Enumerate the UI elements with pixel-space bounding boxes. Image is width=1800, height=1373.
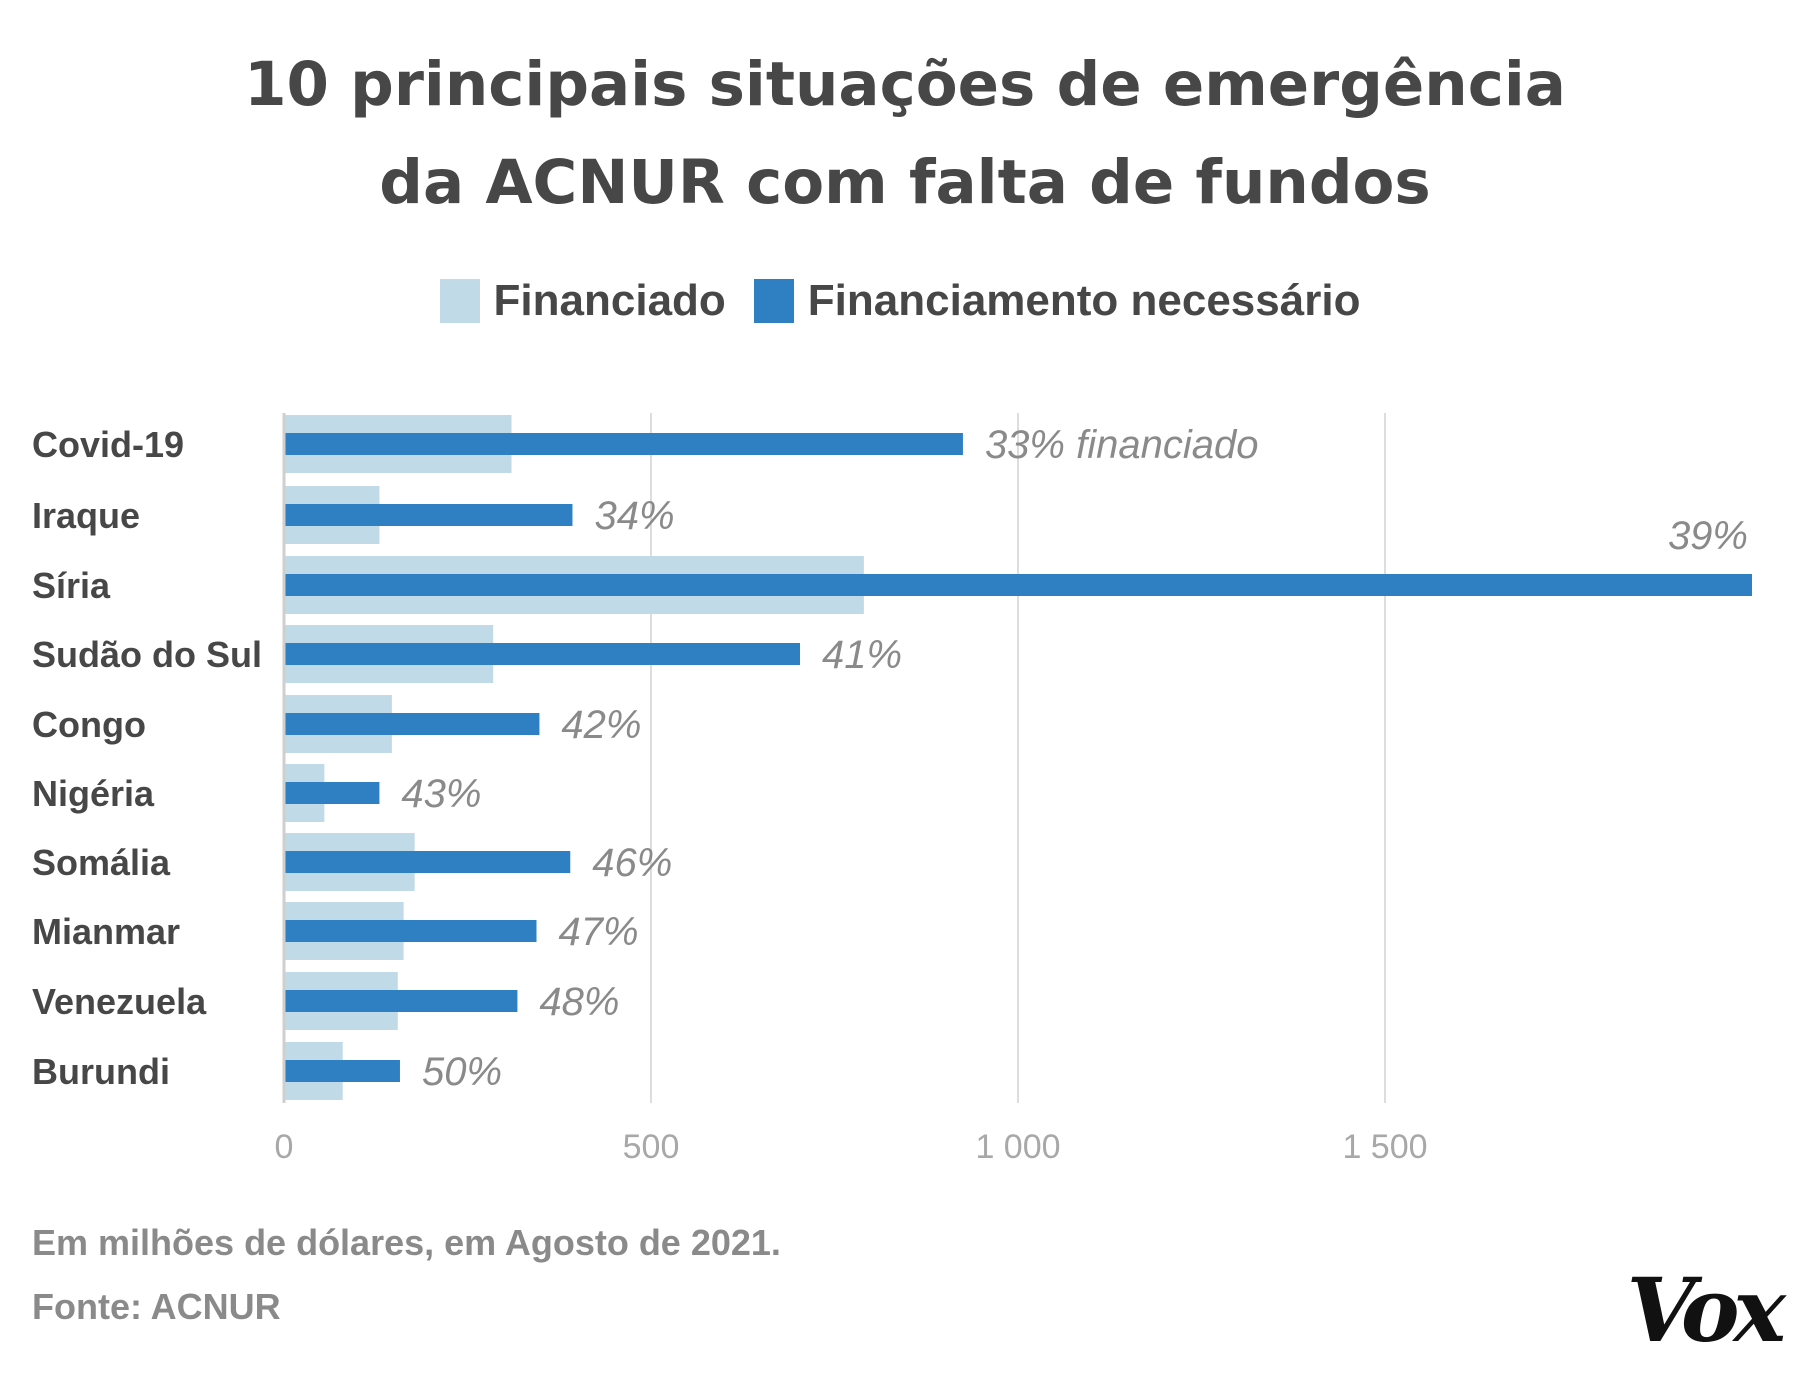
legend: Financiado Financiamento necessário bbox=[0, 273, 1800, 329]
category-label-7: Mianmar bbox=[32, 911, 180, 952]
bar-required-1 bbox=[284, 504, 573, 526]
bar-required-2 bbox=[284, 574, 1752, 596]
data-label-8: 48% bbox=[539, 980, 619, 1024]
source-note: Fonte: ACNUR bbox=[32, 1286, 281, 1327]
legend-label-required: Financiamento necessário bbox=[807, 276, 1361, 325]
data-label-5: 43% bbox=[401, 772, 481, 816]
legend-item-funded: Financiado bbox=[439, 276, 726, 326]
legend-item-required: Financiamento necessário bbox=[753, 276, 1361, 326]
data-label-0: 33% financiado bbox=[985, 423, 1259, 467]
data-label-7: 47% bbox=[558, 910, 638, 954]
legend-label-funded: Financiado bbox=[493, 276, 726, 325]
data-label-4: 42% bbox=[561, 703, 641, 747]
bar-required-9 bbox=[284, 1060, 400, 1082]
bar-required-7 bbox=[284, 920, 537, 942]
legend-swatch-funded bbox=[439, 279, 480, 323]
bar-required-3 bbox=[284, 643, 801, 665]
units-note: Em milhões de dólares, em Agosto de 2021… bbox=[32, 1222, 781, 1263]
category-label-5: Nigéria bbox=[32, 773, 155, 814]
category-label-4: Congo bbox=[32, 704, 146, 745]
bar-required-4 bbox=[284, 713, 540, 735]
data-label-6: 46% bbox=[592, 841, 672, 885]
vox-logo: Vox bbox=[1626, 1258, 1786, 1362]
data-label-1: 34% bbox=[594, 494, 674, 538]
x-tick-label-1500: 1 500 bbox=[1342, 1128, 1427, 1166]
category-label-3: Sudão do Sul bbox=[32, 634, 262, 675]
bar-required-0 bbox=[284, 433, 963, 455]
category-label-1: Iraque bbox=[32, 495, 140, 536]
data-label-9: 50% bbox=[422, 1050, 502, 1094]
category-label-8: Venezuela bbox=[32, 981, 207, 1022]
bar-required-6 bbox=[284, 851, 571, 873]
category-label-6: Somália bbox=[32, 842, 171, 883]
x-tick-label-500: 500 bbox=[623, 1128, 680, 1166]
bar-required-8 bbox=[284, 990, 518, 1012]
data-label-3: 41% bbox=[822, 633, 902, 677]
x-tick-label-1000: 1 000 bbox=[975, 1128, 1060, 1166]
x-tick-label-0: 0 bbox=[275, 1128, 294, 1166]
data-label-2: 39% bbox=[1668, 514, 1748, 558]
chart-title-line-2: da ACNUR com falta de fundos bbox=[379, 147, 1431, 218]
chart-title: 10 principais situações de emergência da… bbox=[0, 36, 1800, 232]
chart-title-line-1: 10 principais situações de emergência bbox=[244, 49, 1566, 120]
category-label-9: Burundi bbox=[32, 1051, 170, 1092]
bar-required-5 bbox=[284, 782, 380, 804]
category-label-2: Síria bbox=[32, 565, 111, 606]
legend-swatch-required bbox=[753, 279, 794, 323]
category-label-0: Covid-19 bbox=[32, 424, 184, 465]
